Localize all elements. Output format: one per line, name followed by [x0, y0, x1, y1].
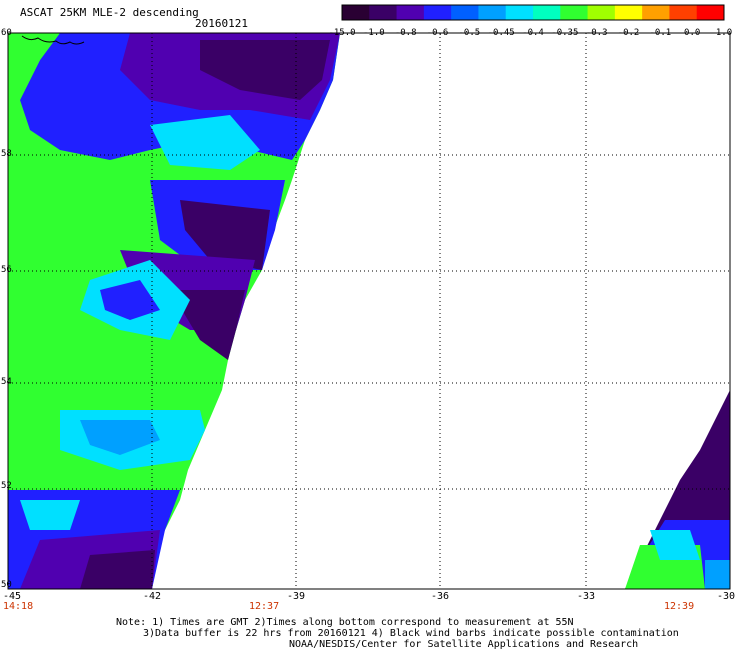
colorbar-label: -15.0	[328, 28, 356, 38]
colorbar-label: -0.2	[617, 28, 640, 38]
swath-left	[8, 33, 340, 589]
colorbar-label: -0.1	[649, 28, 672, 38]
colorbar-swatch	[342, 5, 370, 20]
map-date: 20160121	[195, 17, 248, 30]
colorbar-swatch	[505, 5, 534, 20]
colorbar-swatch	[423, 5, 452, 20]
lat-label-60: 60	[1, 28, 12, 38]
colorbar-swatch	[642, 5, 670, 20]
colorbar-label: -1.0	[362, 28, 385, 38]
lon-label-42: -42	[142, 591, 162, 602]
colorbar-swatch	[614, 5, 643, 20]
colorbar-border	[341, 4, 725, 21]
lon-label-36: -36	[430, 591, 450, 602]
colorbar-swatch	[369, 5, 398, 20]
swath-right	[625, 390, 730, 589]
note-line-2: 3)Data buffer is 22 hrs from 20160121 4)…	[143, 628, 679, 639]
lat-label-54: 54	[1, 377, 12, 387]
colorbar-swatch	[560, 5, 589, 20]
map-title: ASCAT 25KM MLE-2 descending	[20, 6, 199, 19]
lon-label-39: -39	[286, 591, 306, 602]
grid-lines	[8, 33, 730, 589]
colorbar-label: -0.3	[585, 28, 608, 38]
colorbar-label: -0.8	[394, 28, 417, 38]
lon-label-45: -45	[2, 591, 22, 602]
colorbar-swatch	[478, 5, 507, 20]
colorbar-swatch	[669, 5, 698, 20]
time-label-left: 14:18	[3, 601, 34, 612]
colorbar-swatch	[396, 5, 425, 20]
colorbar-label: 0.0	[684, 28, 701, 38]
colorbar-swatch	[696, 5, 725, 20]
time-label-right: 12:39	[664, 601, 695, 612]
map-frame	[7, 32, 731, 590]
colorbar-label: -0.45	[487, 28, 515, 38]
lon-label-30: -30	[716, 591, 736, 602]
colorbar-label: -0.6	[426, 28, 449, 38]
colorbar-label: -0.5	[458, 28, 481, 38]
lat-label-56: 56	[1, 265, 12, 275]
colorbar-label: -0.4	[522, 28, 544, 38]
colorbar-swatch	[451, 5, 479, 20]
colorbar-label: -0.35	[551, 28, 579, 38]
lat-label-58: 58	[1, 149, 12, 159]
time-label-middle: 12:37	[249, 601, 280, 612]
note-line-1: Note: 1) Times are GMT 2)Times along bot…	[116, 617, 574, 628]
lat-label-50: 50	[1, 580, 12, 590]
colorbar-swatch	[587, 5, 616, 20]
note-line-3: NOAA/NESDIS/Center for Satellite Applica…	[289, 639, 639, 650]
coastline	[21, 35, 85, 45]
colorbar	[341, 4, 725, 21]
lon-label-33: -33	[576, 591, 596, 602]
lat-label-52: 52	[1, 481, 12, 491]
colorbar-swatch	[533, 5, 561, 20]
colorbar-label: 1.0	[715, 28, 733, 38]
